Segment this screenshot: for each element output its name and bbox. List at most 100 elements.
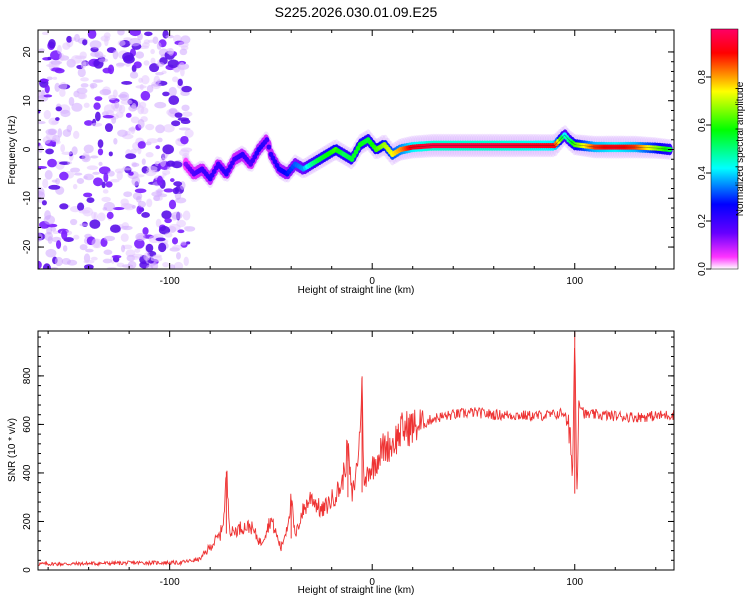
- noise-blob: [169, 264, 176, 269]
- noise-blob: [90, 122, 103, 127]
- noise-blob: [48, 38, 56, 49]
- noise-blob: [141, 158, 146, 165]
- noise-blob: [171, 245, 183, 251]
- noise-blob: [162, 144, 174, 155]
- noise-blob: [145, 243, 154, 253]
- x-tick-label: -100: [160, 276, 180, 287]
- y-tick-label: 800: [22, 367, 33, 384]
- noise-blob: [42, 263, 51, 269]
- x-tick-label: 0: [369, 276, 375, 287]
- noise-blob: [41, 31, 49, 36]
- snr-y-label: SNR (10 * v/v): [7, 418, 18, 482]
- noise-blob: [140, 90, 151, 101]
- noise-blob: [150, 255, 163, 262]
- noise-blob: [54, 82, 61, 92]
- noise-blob: [162, 91, 170, 97]
- noise-blob: [129, 37, 142, 47]
- noise-blob: [98, 58, 109, 63]
- noise-blob: [87, 30, 97, 39]
- noise-blob: [38, 165, 47, 170]
- noise-blob: [61, 151, 73, 156]
- x-tick-label: -100: [160, 577, 180, 588]
- noise-blob: [102, 67, 112, 74]
- noise-blob: [55, 178, 61, 185]
- noise-blob: [50, 60, 63, 65]
- colorbar: 0.0 0.2 0.4 0.6 0.8 Normalized spectral ampl…: [697, 28, 746, 276]
- noise-blob: [92, 79, 104, 83]
- noise-blob: [177, 229, 185, 234]
- noise-blob: [123, 55, 135, 64]
- noise-blob: [59, 88, 66, 97]
- noise-blob: [146, 198, 153, 208]
- noise-blob: [155, 218, 162, 228]
- noise-blob: [183, 256, 189, 266]
- noise-blob: [77, 92, 86, 100]
- colorbar-tick-label: 0.2: [697, 214, 708, 228]
- noise-blob: [151, 191, 163, 197]
- x-tick-label: 100: [566, 276, 583, 287]
- noise-blob: [181, 104, 190, 112]
- noise-blob: [143, 252, 151, 261]
- noise-blob: [161, 210, 172, 220]
- noise-blob: [38, 260, 42, 269]
- noise-blob: [168, 199, 177, 210]
- noise-blob: [120, 99, 133, 105]
- noise-blob: [73, 234, 80, 240]
- noise-blob: [86, 197, 95, 203]
- noise-blob: [77, 202, 85, 211]
- noise-blob: [138, 101, 147, 109]
- noise-blob: [76, 87, 88, 95]
- noise-blob: [148, 235, 160, 244]
- noise-blob: [86, 165, 99, 171]
- noise-blob: [157, 79, 162, 84]
- noise-blob: [102, 114, 114, 119]
- noise-blob: [131, 103, 137, 112]
- snr-line: [38, 347, 674, 567]
- noise-blob: [141, 75, 150, 85]
- noise-blob: [171, 211, 183, 220]
- noise-blob: [173, 261, 184, 269]
- noise-blob: [165, 34, 174, 39]
- noise-blob: [43, 215, 55, 225]
- noise-blob: [141, 211, 150, 218]
- noise-blob: [43, 94, 53, 98]
- noise-blob: [48, 184, 61, 190]
- noise-blob: [38, 48, 45, 53]
- noise-blob: [156, 62, 165, 67]
- noise-blob: [115, 62, 125, 68]
- noise-blob: [90, 256, 98, 261]
- noise-blob: [103, 249, 113, 255]
- noise-blob: [114, 100, 120, 109]
- noise-blob: [136, 195, 142, 203]
- noise-blob: [97, 139, 104, 149]
- noise-blob: [41, 200, 47, 206]
- noise-blob: [131, 162, 140, 167]
- figure-title: S225.2026.030.01.09.E25: [275, 4, 438, 20]
- noise-blob: [104, 36, 109, 47]
- noise-blob: [168, 107, 178, 115]
- y-tick-label: 0: [22, 146, 33, 152]
- noise-blob: [176, 219, 187, 228]
- noise-blob: [142, 227, 149, 235]
- noise-blob: [116, 170, 123, 181]
- noise-blob: [47, 56, 52, 61]
- noise-blob: [135, 232, 146, 242]
- snr-frame: [38, 331, 674, 570]
- colorbar-tick-label: 0.8: [697, 70, 708, 84]
- noise-blob: [38, 121, 46, 125]
- noise-blob: [77, 67, 86, 78]
- noise-blob: [74, 33, 80, 43]
- snr-x-label: Height of straight line (km): [298, 585, 415, 596]
- noise-blob: [108, 151, 113, 157]
- noise-blob: [103, 172, 109, 183]
- noise-blob: [169, 178, 175, 183]
- noise-blob: [164, 217, 172, 224]
- noise-blob: [145, 264, 154, 269]
- noise-blob: [145, 123, 155, 131]
- noise-blob: [106, 211, 114, 220]
- noise-blob: [109, 224, 121, 233]
- colorbar-tick-label: 0.6: [697, 118, 708, 132]
- noise-blob: [118, 94, 128, 98]
- noise-blob: [90, 155, 99, 159]
- noise-blob: [145, 169, 156, 177]
